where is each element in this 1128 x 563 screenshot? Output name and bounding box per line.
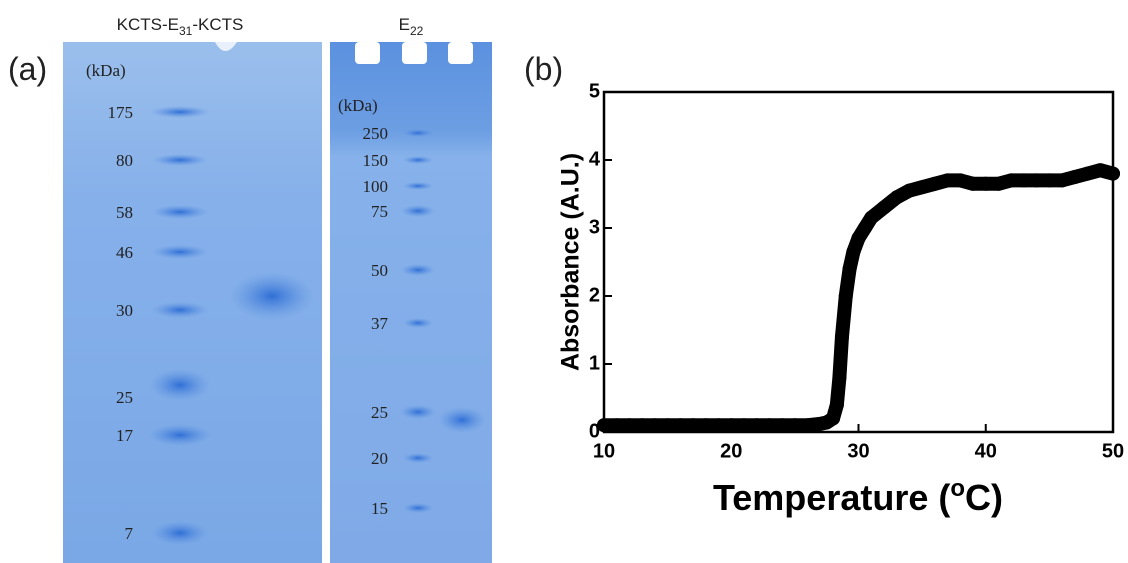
data-point [941,173,955,187]
marker-label: 7 [125,524,134,543]
marker-label: 46 [116,243,133,262]
wells [355,42,473,64]
data-point [699,418,713,432]
sample-band [438,407,486,433]
data-point [832,371,846,385]
marker-label: 37 [371,314,389,333]
sample-band [230,272,314,320]
marker-label: 15 [371,499,388,518]
panel-label: (a) [8,51,47,87]
figure: (a) (b) KCTS-E31-KCTS (kDa) 175 80 58 46… [0,0,1128,563]
y-tick-label: 2 [589,284,600,306]
data-point [622,418,636,432]
marker-label: 58 [116,203,133,222]
data-point [928,177,942,191]
data-point [775,418,789,432]
data-point [1042,173,1056,187]
data-point [737,418,751,432]
data-point [661,418,675,432]
data-point [991,177,1005,191]
marker-label: 80 [116,151,133,170]
data-point [902,184,916,198]
ladder [400,129,436,513]
marker-label: 25 [371,403,388,422]
x-tick-label: 30 [847,440,869,462]
unit-label: (kDa) [86,61,126,80]
data-point [750,418,764,432]
gel-image [330,42,492,563]
panel-label: (b) [524,51,563,87]
gel-title: KCTS-E31-KCTS [117,15,244,38]
data-point [966,177,980,191]
data-point [846,245,860,259]
data-point [953,173,967,187]
marker-label: 175 [108,103,134,122]
data-point [1004,173,1018,187]
marker-label: 75 [371,202,388,221]
data-point [686,418,700,432]
x-axis-label: Temperature (oC) [713,475,1003,518]
data-point [673,418,687,432]
data-point [648,418,662,432]
data-point [826,411,840,425]
data-point [724,418,738,432]
data-point [1030,173,1044,187]
gel-title: E22 [399,15,424,38]
data-point [979,177,993,191]
data-point [610,418,624,432]
data-point [1017,173,1031,187]
data-point [843,262,857,276]
data-line [604,170,1113,425]
data-point [1055,173,1069,187]
x-tick-label: 10 [593,440,615,462]
data-point [890,190,904,204]
data-point [762,418,776,432]
data-point [801,418,815,432]
marker-label: 30 [116,301,133,320]
marker-label: 20 [371,449,388,468]
data-point [635,418,649,432]
y-axis-label: Absorbance (A.U.) [557,153,585,371]
x-tick-label: 20 [720,440,742,462]
data-point [835,330,849,344]
data-point [839,289,853,303]
y-tick-label: 1 [589,352,600,374]
y-tick-label: 3 [589,216,600,238]
data-point [1068,170,1082,184]
marker-label: 50 [371,261,388,280]
data-point [1093,163,1107,177]
data-point [830,398,844,412]
data-point [712,418,726,432]
data-point [864,211,878,225]
data-point [788,418,802,432]
marker-label: 100 [363,177,389,196]
x-tick-label: 50 [1102,440,1124,462]
y-tick-label: 5 [589,80,600,102]
x-tick-label: 40 [975,440,997,462]
plot-frame [604,92,1113,432]
marker-label: 150 [363,151,389,170]
data-point [877,201,891,215]
data-point [915,180,929,194]
data-point [1081,167,1095,181]
y-tick-label: 4 [589,148,601,170]
marker-label: 17 [116,426,134,445]
unit-label: (kDa) [338,96,378,115]
marker-label: 250 [363,124,389,143]
marker-label: 25 [116,388,133,407]
